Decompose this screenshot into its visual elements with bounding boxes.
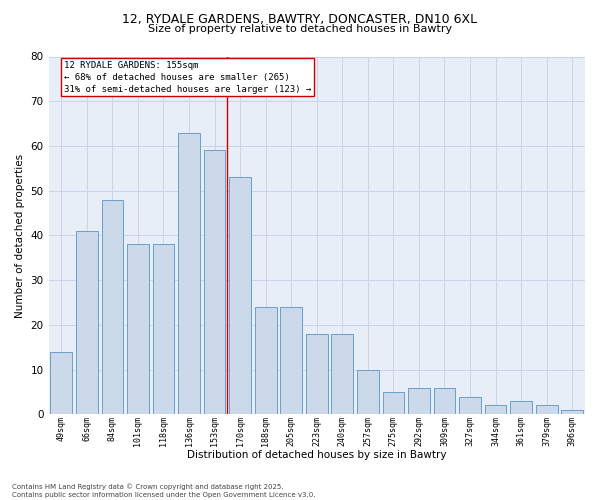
X-axis label: Distribution of detached houses by size in Bawtry: Distribution of detached houses by size … [187, 450, 446, 460]
Bar [229, 178, 251, 414]
Bar [485, 406, 506, 414]
Bar [306, 334, 328, 414]
Bar [562, 410, 583, 414]
Y-axis label: Number of detached properties: Number of detached properties [15, 154, 25, 318]
Bar [331, 334, 353, 414]
Bar [434, 388, 455, 414]
Bar [76, 231, 98, 414]
Bar [510, 401, 532, 414]
Bar [459, 396, 481, 414]
Bar [50, 352, 72, 414]
Bar [357, 370, 379, 414]
Bar [255, 307, 277, 414]
Bar [127, 244, 149, 414]
Bar [536, 406, 557, 414]
Bar [101, 200, 123, 414]
Text: Size of property relative to detached houses in Bawtry: Size of property relative to detached ho… [148, 24, 452, 34]
Text: 12, RYDALE GARDENS, BAWTRY, DONCASTER, DN10 6XL: 12, RYDALE GARDENS, BAWTRY, DONCASTER, D… [122, 12, 478, 26]
Bar [204, 150, 226, 414]
Bar [408, 388, 430, 414]
Text: Contains HM Land Registry data © Crown copyright and database right 2025.
Contai: Contains HM Land Registry data © Crown c… [12, 484, 316, 498]
Bar [383, 392, 404, 414]
Bar [280, 307, 302, 414]
Text: 12 RYDALE GARDENS: 155sqm
← 68% of detached houses are smaller (265)
31% of semi: 12 RYDALE GARDENS: 155sqm ← 68% of detac… [64, 61, 311, 94]
Bar [178, 132, 200, 414]
Bar [152, 244, 175, 414]
